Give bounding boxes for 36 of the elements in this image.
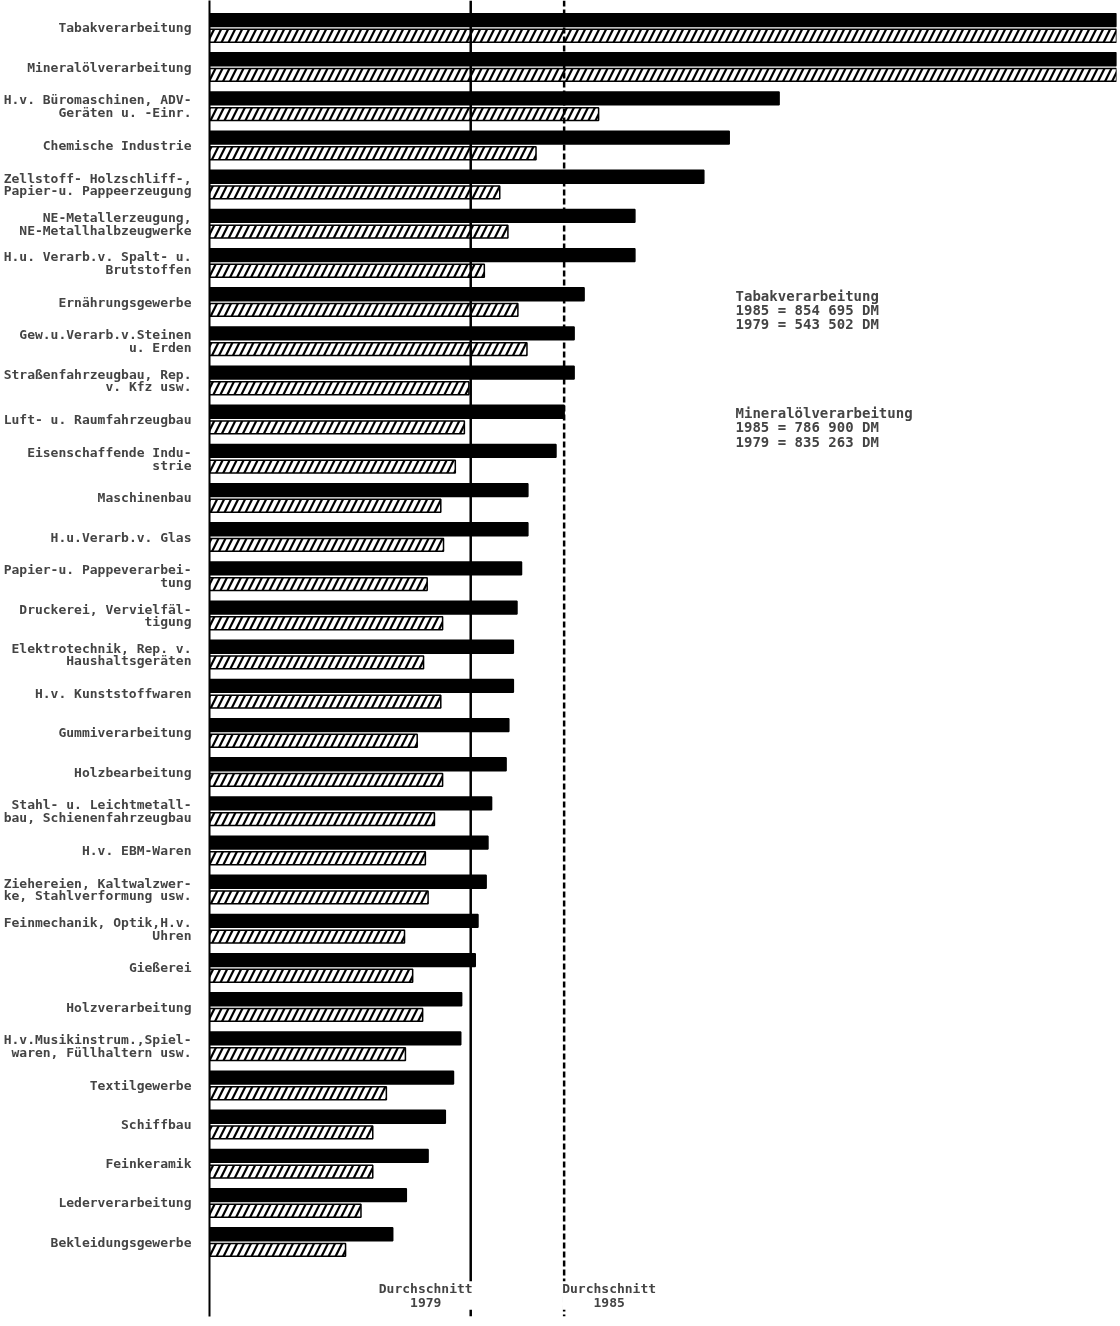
y-tick-label: Schiffbau bbox=[121, 1117, 192, 1133]
y-tick-label: Feinmechanik, Optik,H.v. Uhren bbox=[3, 914, 192, 943]
y-tick-label: Tabakverarbeitung bbox=[58, 20, 192, 36]
y-tick-label: H.v.Musikinstrum.,Spiel- waren, Füllhaltern usw. bbox=[3, 1032, 192, 1061]
y-tick-label: Holzbearbeitung bbox=[74, 764, 192, 780]
y-tick-label: H.u. Verarb.v. Spalt- u. Brutstoffen bbox=[3, 249, 192, 277]
y-tick-label: Chemische Industrie bbox=[42, 137, 192, 153]
ref-line-label: Durchschnitt 1985 bbox=[562, 1281, 657, 1310]
y-tick-label: H.v. Kunststoffwaren bbox=[34, 686, 192, 702]
y-tick-label: H.u.Verarb.v. Glas bbox=[50, 529, 192, 545]
ref-line-label: Durchschnitt 1979 bbox=[378, 1281, 473, 1310]
y-tick-label: Feinkeramik bbox=[105, 1156, 192, 1172]
y-tick-label: Holzverarbeitung bbox=[66, 999, 192, 1015]
annotation: Tabakverarbeitung 1985 = 854 695 DM 1979 = 543 502 DM bbox=[735, 287, 879, 333]
y-tick-label: Elektrotechnik, Rep. v. Haushaltsgeräten bbox=[11, 640, 192, 669]
y-tick-label: Ernährungsgewerbe bbox=[58, 294, 192, 310]
annotation: Mineralölverarbeitung 1985 = 786 900 DM 1979 = 835 263 DM bbox=[735, 405, 913, 450]
y-tick-label: H.v. EBM-Waren bbox=[81, 842, 192, 858]
y-tick-label: Papier-u. Pappeverarbei- tung bbox=[3, 562, 192, 591]
y-tick-label: Eisenschaffende Indu- strie bbox=[27, 444, 192, 473]
y-tick-label: Ziehereien, Kaltwalzwer- ke, Stahlverformung usw. bbox=[3, 875, 192, 904]
y-tick-label: Gew.u.Verarb.v.Steinen u. Erden bbox=[19, 327, 192, 356]
y-tick-label: Gießerei bbox=[128, 960, 192, 976]
y-tick-label: Gummiverarbeitung bbox=[58, 725, 192, 741]
y-tick-label: NE-Metallerzeugung, NE-Metallhalbzeugwerke bbox=[19, 209, 192, 238]
y-tick-label: Textilgewerbe bbox=[89, 1077, 192, 1093]
y-tick-label: Luft- u. Raumfahrzeugbau bbox=[3, 412, 192, 428]
y-tick-label: Maschinenbau bbox=[97, 490, 192, 506]
y-tick-label: Mineralölverarbeitung bbox=[27, 59, 192, 75]
y-tick-label: H.v. Büromaschinen, ADV- Geräten u. -Einr. bbox=[3, 92, 192, 121]
y-tick-label: Bekleidungsgewerbe bbox=[50, 1234, 192, 1250]
y-tick-label: Straßenfahrzeugbau, Rep. v. Kfz usw. bbox=[3, 366, 192, 395]
y-tick-label: Lederverarbeitung bbox=[58, 1195, 192, 1211]
y-tick-label: Zellstoff- Holzschliff-, Papier-u. Pappeerzeugung bbox=[3, 170, 192, 199]
y-tick-label: Druckerei, Vervielfäl- tigung bbox=[19, 601, 192, 630]
y-tick-label: Stahl- u. Leichtmetall- bau, Schienenfahrzeugbau bbox=[3, 797, 192, 826]
